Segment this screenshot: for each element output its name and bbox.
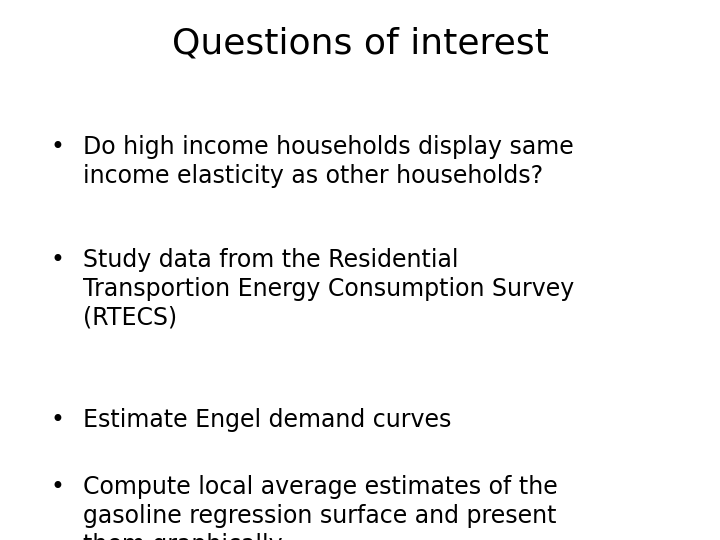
Text: •: • [50,248,64,272]
Text: Compute local average estimates of the
gasoline regression surface and present
t: Compute local average estimates of the g… [83,475,557,540]
Text: Questions of interest: Questions of interest [171,27,549,61]
Text: Estimate Engel demand curves: Estimate Engel demand curves [83,408,451,431]
Text: •: • [50,475,64,499]
Text: Study data from the Residential
Transportion Energy Consumption Survey
(RTECS): Study data from the Residential Transpor… [83,248,574,330]
Text: •: • [50,135,64,159]
Text: •: • [50,408,64,431]
Text: Do high income households display same
income elasticity as other households?: Do high income households display same i… [83,135,574,188]
